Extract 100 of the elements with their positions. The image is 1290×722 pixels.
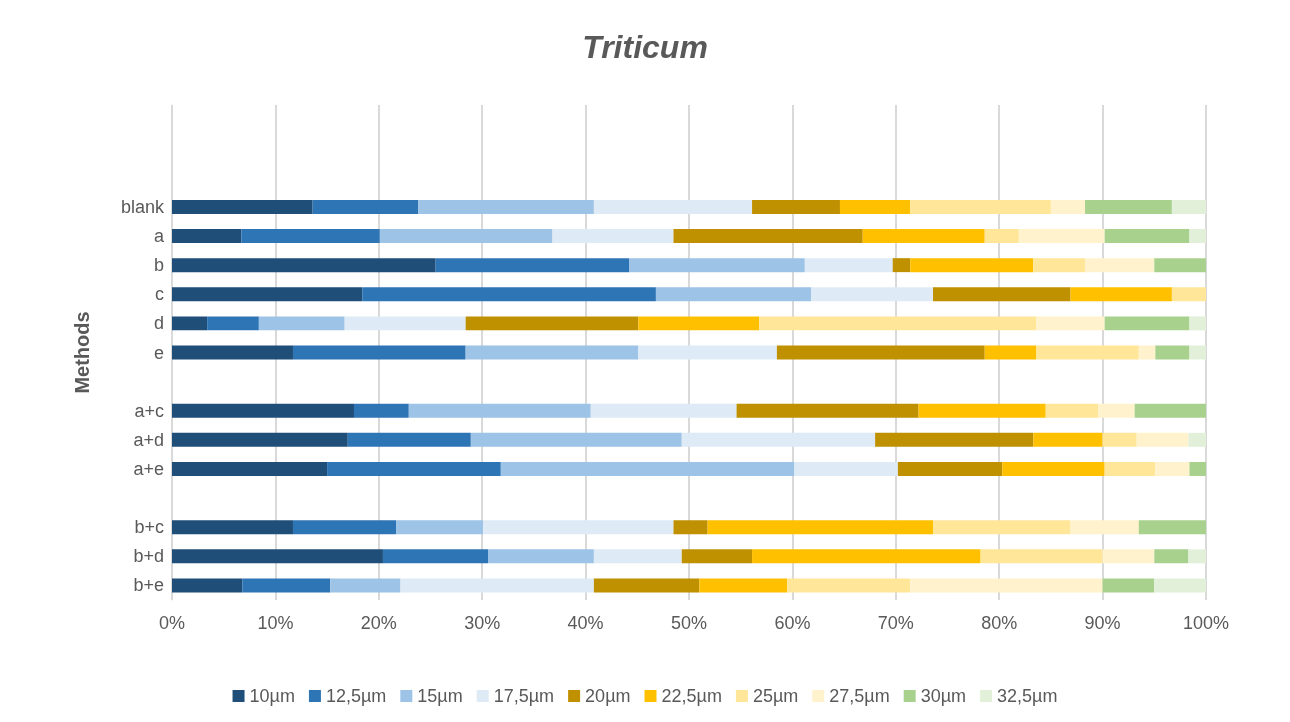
bar — [794, 461, 898, 476]
x-tick-label: 100% — [1182, 613, 1230, 633]
bar — [172, 549, 383, 564]
bar — [1154, 549, 1189, 564]
bar — [787, 578, 911, 593]
bar — [673, 520, 708, 535]
x-tick-label: 10% — [257, 613, 294, 633]
bar — [1136, 432, 1189, 447]
bar — [593, 199, 753, 214]
bar — [1033, 432, 1103, 447]
bar — [172, 229, 242, 244]
bar — [980, 549, 1103, 564]
bar — [752, 549, 981, 564]
bar — [1189, 229, 1206, 244]
bar — [400, 578, 594, 593]
bar — [1155, 345, 1190, 360]
y-tick-label: d — [153, 313, 164, 334]
y-tick-label: c — [155, 284, 164, 305]
bar — [910, 578, 1103, 593]
y-tick-label: a+e — [133, 458, 164, 479]
bar — [933, 520, 1071, 535]
bar — [465, 345, 639, 360]
bar — [593, 578, 700, 593]
legend-label: 15µm — [417, 686, 463, 706]
x-tick-label: 0% — [158, 613, 186, 633]
bar — [172, 403, 354, 418]
legend-label: 20µm — [585, 686, 631, 706]
bar — [638, 316, 760, 331]
bar — [1098, 403, 1135, 418]
bar — [1033, 258, 1086, 273]
bar — [172, 520, 293, 535]
bar — [804, 258, 893, 273]
bar — [984, 345, 1037, 360]
bar — [172, 316, 208, 331]
y-tick-label: a+d — [133, 429, 164, 450]
bar — [875, 432, 1034, 447]
bar — [172, 199, 313, 214]
y-tick-label: a+c — [134, 400, 164, 421]
bar — [483, 520, 674, 535]
legend-label: 27,5µm — [829, 686, 890, 706]
y-tick-label: b+e — [133, 575, 164, 596]
legend-label: 22,5µm — [661, 686, 722, 706]
bar — [1070, 520, 1139, 535]
bar — [1070, 287, 1172, 302]
bar — [699, 578, 788, 593]
y-tick-label: b — [153, 255, 164, 276]
bar — [839, 199, 911, 214]
legend-label: 12,5µm — [325, 686, 387, 706]
bar — [1050, 199, 1086, 214]
x-tick-label: 70% — [877, 613, 914, 633]
bar — [910, 199, 1051, 214]
bar — [1188, 549, 1206, 564]
bar — [1154, 578, 1206, 593]
bar — [327, 461, 501, 476]
y-tick-label: e — [153, 342, 164, 363]
bar — [862, 229, 985, 244]
bar — [1189, 461, 1206, 476]
x-tick-label: 60% — [774, 613, 811, 633]
bar — [500, 461, 795, 476]
bar — [1104, 316, 1190, 331]
bar — [776, 345, 985, 360]
bar — [1036, 316, 1105, 331]
bar — [362, 287, 656, 302]
bar — [590, 403, 737, 418]
bar — [292, 520, 397, 535]
legend-label: 32,5µm — [997, 686, 1058, 706]
bar — [892, 258, 911, 273]
legend-label: 17,5µm — [493, 686, 555, 706]
chart-title: Triticum — [582, 29, 708, 65]
bar — [312, 199, 419, 214]
bar — [707, 520, 934, 535]
x-tick-label: 90% — [1084, 613, 1121, 633]
bar — [470, 432, 682, 447]
bar — [759, 316, 1037, 331]
bar — [241, 229, 380, 244]
bar — [1189, 345, 1206, 360]
bar — [736, 403, 919, 418]
y-axis-title: Methods — [71, 311, 93, 394]
bar — [1155, 461, 1190, 476]
x-tick-label: 20% — [360, 613, 397, 633]
y-tick-label: b+c — [134, 517, 164, 538]
bar — [330, 578, 401, 593]
bar — [396, 520, 484, 535]
bar — [353, 403, 409, 418]
x-tick-label: 30% — [464, 613, 501, 633]
bar — [172, 258, 436, 273]
bar — [1102, 432, 1137, 447]
bar — [1138, 520, 1206, 535]
bar — [1154, 258, 1206, 273]
bar — [629, 258, 805, 273]
y-tick-label: blank — [120, 196, 165, 217]
bar — [347, 432, 471, 447]
bar — [465, 316, 639, 331]
bar — [918, 403, 1046, 418]
bar — [172, 578, 243, 593]
bar — [1102, 549, 1155, 564]
bar — [933, 287, 1071, 302]
y-tick-label: b+d — [133, 546, 164, 567]
bar — [1138, 345, 1156, 360]
bar — [1085, 258, 1155, 273]
